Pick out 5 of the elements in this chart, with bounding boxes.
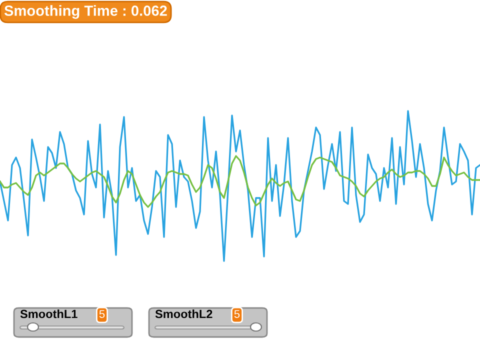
text: 5: [99, 310, 105, 318]
text: SmoothL1: [20, 309, 78, 318]
text: 5: [234, 310, 240, 318]
text: Smoothing Time : 0.062: [4, 5, 167, 19]
text: SmoothL2: [155, 309, 212, 318]
